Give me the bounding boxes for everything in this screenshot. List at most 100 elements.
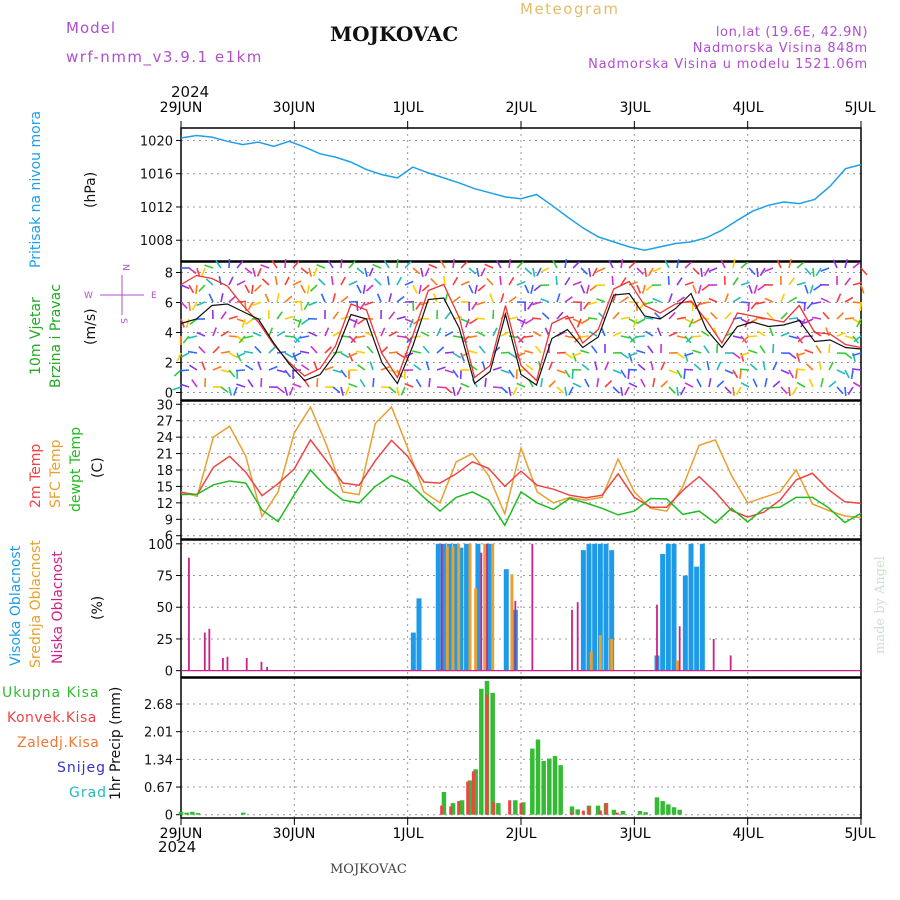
wind-barb — [735, 386, 742, 396]
wind-barb — [645, 284, 654, 292]
wind-barb — [478, 345, 486, 354]
wind-barb — [844, 277, 852, 286]
wind-barb — [456, 386, 462, 396]
wind-barb — [540, 377, 544, 388]
wind-barb — [388, 351, 399, 354]
wind-barb — [359, 378, 366, 388]
wind-barb — [708, 378, 712, 388]
wind-barb — [724, 386, 732, 395]
precip-bar — [190, 811, 195, 815]
time-label-top: 29JUN — [160, 100, 203, 116]
wind-barb — [636, 284, 642, 294]
y-tick-label: 9 — [165, 513, 173, 528]
wind-barb — [480, 267, 486, 277]
wind-barb — [274, 275, 278, 286]
wind-barb — [556, 311, 564, 320]
wind-barb — [411, 335, 422, 339]
sfc-temp-line — [180, 405, 862, 519]
wind-barb — [684, 335, 692, 344]
cloud-bar — [440, 543, 443, 671]
wind-barb — [452, 352, 462, 359]
wind-barb — [284, 386, 289, 396]
wind-barb — [732, 386, 735, 397]
wind-barb — [468, 318, 478, 325]
wind-barb — [444, 331, 454, 337]
y-tick-label: 30 — [156, 398, 173, 413]
wind-barb — [696, 378, 702, 388]
wind-barb — [508, 296, 517, 303]
wind-barb — [710, 311, 718, 320]
cloud-bar — [531, 543, 534, 671]
wind-barb — [460, 382, 470, 388]
wind-barb — [844, 369, 850, 379]
wind-barb — [612, 331, 622, 337]
wind-barb — [215, 260, 222, 269]
wind-barb — [396, 295, 405, 303]
wind-barb — [844, 259, 848, 269]
cloud-bar — [603, 543, 609, 671]
wind-barb — [708, 297, 718, 303]
wind-barb — [317, 278, 326, 286]
wind-barb — [764, 267, 774, 273]
y-tick-label: 15 — [156, 480, 173, 495]
wind-barb — [740, 261, 749, 269]
wind-barb — [284, 315, 294, 320]
wind-barb — [388, 293, 393, 303]
wind-barb — [176, 352, 182, 362]
wind-barb — [228, 369, 236, 378]
wind-barb — [187, 350, 198, 354]
wind-barb — [604, 380, 613, 388]
wind-barb — [301, 318, 310, 325]
cloud-bar — [266, 666, 269, 671]
wind-barb — [844, 386, 847, 397]
wind-barb — [564, 276, 571, 286]
wind-barb — [805, 363, 814, 371]
wind-barb — [284, 352, 294, 359]
wind-barb — [489, 293, 494, 303]
precip-bar — [467, 780, 473, 815]
wind-barb — [851, 368, 862, 371]
panel-frame — [180, 539, 862, 678]
cloud-bar — [694, 566, 700, 671]
wind-barb — [676, 316, 687, 320]
cloud-bar — [468, 543, 472, 671]
wind-barb — [500, 351, 511, 354]
precip-bar — [450, 803, 456, 815]
precip-bar — [241, 812, 246, 815]
precip-bar — [479, 688, 484, 815]
wind-barb — [191, 301, 198, 311]
wind-barb — [836, 312, 845, 320]
cloud-bar — [480, 552, 483, 671]
wind-barb — [212, 345, 220, 354]
wind-barb — [276, 293, 280, 303]
wind-barb — [820, 297, 830, 303]
wind-barb — [400, 386, 406, 396]
wind-barb — [668, 369, 678, 375]
cloud-bar — [514, 600, 517, 671]
wind-barb — [415, 301, 422, 310]
wind-barb — [596, 267, 606, 273]
wind-barb — [474, 284, 478, 294]
wind-barb — [383, 259, 390, 269]
wind-barb — [276, 386, 285, 394]
wind-barb — [740, 382, 750, 388]
wind-barb — [460, 280, 470, 286]
y-tick-label: 24 — [156, 431, 173, 446]
wind-barb — [808, 378, 814, 388]
wind-barb — [740, 281, 750, 286]
y-tick-label: 1012 — [140, 201, 173, 216]
y-tick-label: 6 — [165, 530, 173, 545]
y-tick-label: 0 — [165, 387, 173, 402]
wind-barb — [536, 267, 542, 277]
precip-bar — [459, 800, 465, 815]
wind-barb — [788, 296, 798, 303]
wind-barb — [588, 301, 598, 306]
wind-barb — [828, 380, 837, 388]
wind-barb — [471, 301, 478, 310]
wind-barb — [204, 264, 214, 269]
wind-barb — [635, 335, 646, 338]
time-label-top: 3JUL — [619, 100, 650, 116]
legend-hail: Grad — [69, 785, 108, 801]
wind-barb — [732, 259, 736, 269]
